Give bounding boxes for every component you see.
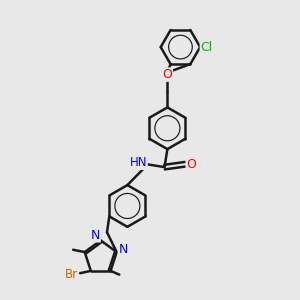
Text: Br: Br (65, 268, 78, 281)
Text: N: N (91, 229, 100, 242)
Text: HN: HN (130, 156, 147, 169)
Text: Cl: Cl (200, 40, 213, 54)
Text: O: O (163, 68, 172, 81)
Text: N: N (118, 243, 128, 256)
Text: O: O (186, 158, 196, 171)
